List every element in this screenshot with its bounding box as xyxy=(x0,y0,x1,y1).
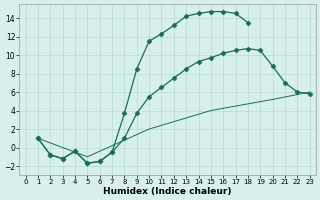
X-axis label: Humidex (Indice chaleur): Humidex (Indice chaleur) xyxy=(103,187,232,196)
